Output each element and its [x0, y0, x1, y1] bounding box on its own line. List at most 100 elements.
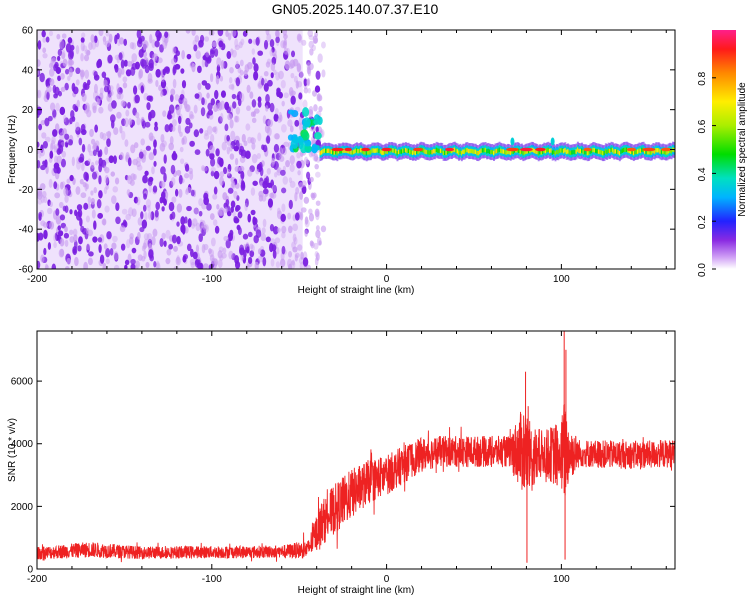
spectrogram-noise-cell — [199, 219, 204, 228]
spectrogram-noise-cell — [240, 179, 245, 189]
spectrogram-noise-cell — [117, 67, 122, 78]
spectrogram-noise-cell — [87, 196, 92, 204]
spectrogram-band-core — [470, 148, 473, 154]
spectrogram-noise-cell — [300, 207, 307, 213]
spectrogram-noise-cell — [189, 140, 195, 147]
spectrogram-noise-cell — [76, 204, 83, 211]
spectrogram-band-core — [417, 149, 420, 155]
spectrogram-noise-cell — [68, 58, 73, 66]
spectrogram-noise-cell — [77, 208, 83, 218]
spectrogram-band-core — [484, 147, 487, 153]
spectrogram-onset-blob — [297, 137, 304, 143]
spectrogram-noise-cell — [234, 115, 238, 123]
spectrogram-noise-cell — [212, 193, 218, 200]
spectrogram-band-core — [360, 147, 363, 153]
spectrogram-noise-cell — [186, 205, 192, 212]
spectrogram-band-core — [561, 148, 564, 153]
spectrogram-band-core — [655, 148, 658, 153]
spectrogram-noise-cell — [191, 223, 195, 229]
spectrogram-band-core — [539, 150, 542, 155]
spectrogram-noise-cell — [309, 240, 314, 247]
spectrogram-noise-cell — [281, 123, 287, 133]
spectrogram-noise-cell — [269, 102, 275, 113]
spectrogram-band-core — [519, 149, 522, 155]
spectrogram-noise-cell — [241, 133, 246, 143]
spectrogram-noise-cell — [277, 207, 281, 215]
spectrogram-band-core — [372, 148, 375, 153]
spectrogram-noise-cell — [158, 32, 162, 39]
spectrogram-onset-blob — [314, 132, 322, 140]
spectrogram-band-core — [568, 150, 571, 155]
spectrogram-noise-cell — [281, 245, 286, 255]
spectrogram-noise-cell — [122, 82, 128, 89]
spectrogram-noise-cell — [219, 176, 224, 186]
spectrogram-noise-cell — [57, 48, 63, 57]
spectrogram-band-core — [438, 148, 441, 154]
spectrogram-band-core — [402, 148, 405, 153]
spectrogram-noise-cell — [298, 182, 304, 189]
spectrogram-noise-cell — [127, 175, 133, 185]
spectrogram-noise-cell — [186, 243, 192, 252]
spectrogram-noise-cell — [247, 256, 253, 265]
spectrogram-noise-cell — [315, 70, 321, 80]
spectrogram-noise-cell — [214, 89, 219, 100]
spectrogram-noise-cell — [53, 145, 57, 153]
spectrogram-noise-cell — [191, 62, 196, 73]
spectrogram-noise-cell — [174, 94, 180, 101]
spectrogram-noise-cell — [214, 225, 220, 234]
spectrogram-noise-cell — [278, 111, 282, 121]
spectrogram-noise-cell — [176, 221, 180, 227]
spectrogram-noise-cell — [170, 58, 177, 65]
colorbar-tick-label: 0.8 — [697, 71, 708, 85]
spectrogram-noise-cell — [205, 148, 210, 157]
spectrogram-noise-cell — [271, 158, 276, 165]
spectrogram-band-core — [575, 149, 578, 154]
spectrogram-onset-blob — [298, 141, 304, 150]
spectrogram-noise-cell — [208, 248, 212, 255]
spectrogram-noise-cell — [288, 177, 293, 184]
spectrogram-noise-cell — [179, 131, 183, 137]
spectrogram-noise-cell — [163, 198, 167, 206]
spectrogram-noise-cell — [217, 209, 223, 217]
spectrogram-noise-cell — [115, 202, 120, 212]
spectrogram-band-core — [662, 149, 665, 154]
spectrogram-band-core — [367, 150, 370, 155]
spectrogram-noise-cell — [151, 39, 156, 49]
spectrogram-noise-cell — [75, 45, 80, 55]
spectrogram-noise-cell — [285, 160, 290, 168]
snr-x-axis-label: Height of straight line (km) — [298, 585, 415, 596]
spectrogram-band-core — [371, 148, 374, 153]
spectrogram-noise-cell — [210, 170, 215, 177]
spectrogram-band-core — [400, 149, 403, 154]
spectrogram-noise-cell — [39, 183, 46, 191]
spectrogram-band-core — [485, 149, 488, 154]
spectrogram-noise-cell — [272, 249, 277, 259]
snr-x-tick-label: -200 — [27, 574, 47, 585]
spectrogram-noise-cell — [294, 252, 300, 258]
spectrogram-noise-cell — [185, 104, 191, 113]
spectrogram-noise-cell — [237, 211, 243, 219]
spectrogram-noise-cell — [217, 156, 222, 165]
spectrogram-noise-cell — [155, 201, 161, 211]
spectrogram-band-core — [351, 150, 354, 155]
spectrogram-noise-cell — [308, 213, 315, 222]
spectrogram-noise-cell — [290, 50, 296, 58]
spectrogram-band-core — [560, 148, 563, 153]
spectrogram-noise-cell — [103, 165, 107, 172]
spectrogram-noise-cell — [90, 40, 97, 50]
spectrogram-noise-cell — [292, 223, 299, 232]
spectrogram-noise-cell — [101, 71, 107, 79]
spectrogram-noise-cell — [182, 225, 186, 235]
spectrogram-noise-cell — [57, 230, 64, 237]
spectrogram-noise-cell — [62, 58, 68, 67]
spectrogram-noise-cell — [102, 262, 107, 269]
spectrogram-noise-cell — [104, 205, 110, 213]
spectrogram-band-core — [406, 148, 409, 154]
spectrogram-noise-cell — [215, 74, 220, 85]
spectrogram-noise-cell — [67, 75, 71, 81]
spectrogram-noise-cell — [240, 170, 245, 180]
spectrogram-noise-cell — [272, 184, 277, 192]
spectrogram-noise-cell — [152, 53, 158, 62]
spectrogram-noise-cell — [299, 70, 304, 79]
